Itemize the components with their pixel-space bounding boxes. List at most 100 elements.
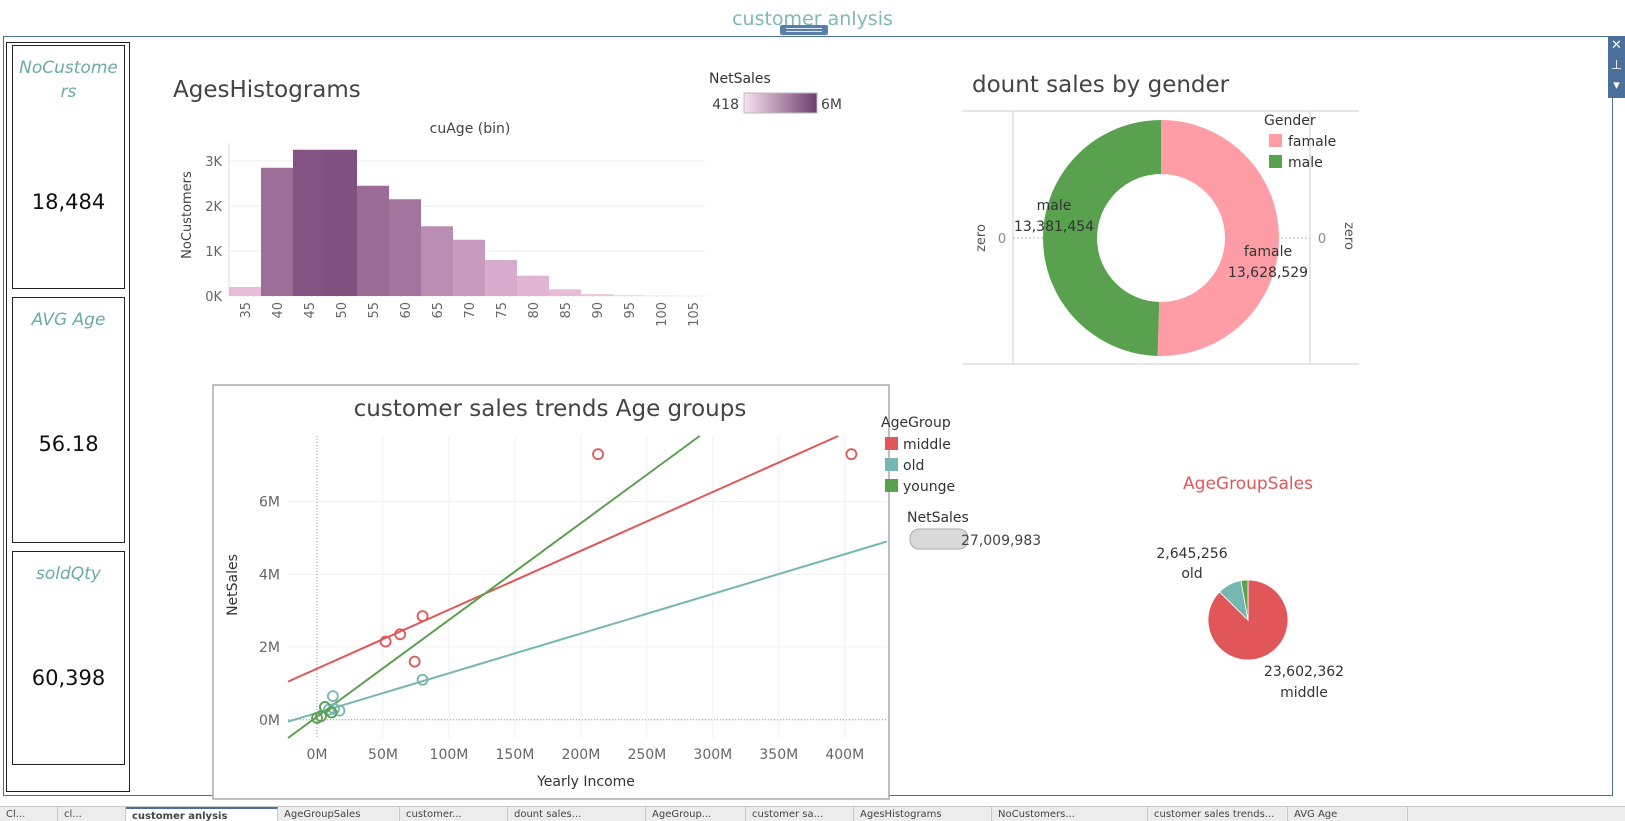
kpi-card-sold-qty[interactable]: soldQty 60,398 (12, 551, 125, 765)
size-legend-bar (909, 528, 969, 550)
scatter-x-tick: 300M (693, 747, 732, 763)
scatter-point-old[interactable] (326, 690, 339, 703)
netsales-color-ramp (743, 92, 818, 114)
donut-axis-right-zero: 0 (1318, 232, 1326, 247)
legend-label-male[interactable]: male (1288, 155, 1323, 171)
kpi-value: 18,484 (31, 190, 106, 214)
histogram-x-tick: 105 (687, 302, 702, 327)
histogram-bar[interactable] (261, 167, 293, 296)
histogram-bar[interactable] (357, 185, 389, 296)
scatter-point-middle[interactable] (379, 635, 392, 648)
histogram-bar[interactable] (613, 295, 645, 296)
scatter-y-tick: 0M (259, 713, 280, 729)
donut-label-male-value: 13,381,454 (1014, 219, 1094, 235)
scatter-point-younge[interactable] (315, 710, 327, 723)
donut-sales-by-gender[interactable]: dount sales by gender zero 0 0 zero fama… (963, 72, 1359, 365)
donut-title: dount sales by gender (972, 72, 1230, 98)
scatter-point-middle[interactable] (845, 448, 858, 461)
sheet-tab[interactable]: customer... (400, 807, 508, 821)
histogram-bar[interactable] (389, 199, 421, 296)
kpi-card-avg-age[interactable]: AVG Age 56.18 (12, 297, 125, 543)
sheet-tab[interactable]: cl... (58, 807, 126, 821)
histogram-bar[interactable] (421, 226, 453, 296)
scatter-point-middle[interactable] (408, 655, 421, 668)
sheet-tab[interactable]: AgeGroupSales (278, 807, 400, 821)
scatter-point-younge[interactable] (325, 706, 338, 719)
pie-slice-younge[interactable] (1240, 579, 1249, 621)
pie-label-old-value: 2,645,256 (1156, 546, 1227, 562)
histogram-bar[interactable] (293, 149, 325, 296)
agegroup-legend-title: AgeGroup (881, 415, 951, 431)
trend-line-younge[interactable] (287, 435, 701, 739)
legend-swatch-younge[interactable] (885, 479, 898, 492)
histogram-bar[interactable] (229, 287, 261, 296)
ages-histogram[interactable]: AgesHistograms cuAge (bin) NoCustomers 0… (173, 71, 842, 327)
histogram-bar[interactable] (581, 294, 613, 296)
kpi-value: 60,398 (31, 666, 106, 690)
legend-swatch-middle[interactable] (885, 437, 898, 450)
scatter-y-tick: 4M (259, 567, 280, 583)
histogram-x-tick: 65 (431, 302, 446, 319)
scatter-point-old[interactable] (416, 673, 429, 686)
sheet-tab[interactable]: AgeGroup... (646, 807, 746, 821)
legend-label-old[interactable]: old (903, 458, 924, 474)
kpi-value: 56.18 (38, 432, 99, 456)
histogram-axis-title: cuAge (bin) (430, 121, 511, 137)
legend-label-famale[interactable]: famale (1288, 134, 1336, 150)
sheet-tab[interactable]: Cl... (0, 807, 58, 821)
scatter-x-tick: 200M (561, 747, 600, 763)
legend-swatch-male[interactable] (1269, 155, 1282, 168)
histogram-bar[interactable] (453, 239, 485, 296)
trend-line-middle[interactable] (287, 435, 839, 683)
legend-label-middle[interactable]: middle (903, 437, 951, 453)
title-drag-handle[interactable] (780, 25, 828, 35)
histogram-x-tick: 55 (367, 302, 382, 319)
agegroup-pie-title: AgeGroupSales (1183, 474, 1313, 494)
legend-label-younge[interactable]: younge (903, 479, 955, 495)
scatter-x-tick: 50M (368, 747, 398, 763)
chevron-down-icon[interactable]: ▾ (1613, 78, 1620, 93)
agegroup-sales-pie[interactable]: AgeGroupSales 2,645,256 old 23,602,362 m… (1156, 474, 1344, 701)
scatter-point-old[interactable] (333, 704, 346, 717)
size-legend-title: NetSales (907, 510, 969, 526)
legend-swatch-famale[interactable] (1269, 134, 1282, 147)
sheet-tab[interactable]: customer sa... (746, 807, 854, 821)
sheet-tab[interactable]: AgesHistograms (854, 807, 992, 821)
donut-axis-left: zero (974, 224, 989, 252)
histogram-bar[interactable] (325, 149, 357, 296)
netsales-legend-title: NetSales (709, 71, 771, 87)
histogram-x-tick: 50 (335, 302, 350, 319)
pie-label-middle-name: middle (1280, 685, 1328, 701)
histogram-x-tick: 85 (559, 302, 574, 319)
trend-line-old[interactable] (287, 540, 888, 723)
close-icon[interactable]: ✕ (1611, 38, 1622, 53)
customer-sales-trends[interactable]: customer sales trends Age groups 0M 50M 10… (212, 384, 1041, 800)
sheet-tab-bar: Cl... cl... customer anlysis AgeGroupSales c… (0, 806, 1625, 821)
sheet-tab[interactable]: NoCustomers... (992, 807, 1148, 821)
scatter-y-label: NetSales (225, 554, 241, 616)
histogram-bar[interactable] (517, 275, 549, 296)
scatter-x-tick: 250M (627, 747, 666, 763)
netsales-legend-max: 6M (821, 97, 842, 113)
histogram-x-tick: 45 (303, 302, 318, 319)
sheet-tab[interactable]: dount sales... (508, 807, 646, 821)
sheet-tab[interactable]: AVG Age (1288, 807, 1408, 821)
scatter-title: customer sales trends Age groups (354, 396, 747, 422)
histogram-x-tick: 100 (655, 302, 670, 327)
scatter-x-tick: 400M (825, 747, 864, 763)
histogram-bar[interactable] (485, 260, 517, 296)
sheet-tab[interactable]: customer anlysis (126, 807, 278, 821)
donut-label-famale-name: famale (1244, 244, 1292, 260)
histogram-bar[interactable] (549, 289, 581, 296)
kpi-card-customers[interactable]: NoCustomers 18,484 (12, 45, 125, 289)
donut-label-male-name: male (1037, 198, 1072, 214)
sheet-tab[interactable]: customer sales trends... (1148, 807, 1288, 821)
container-tools[interactable]: ✕ ⊥ ▾ (1608, 36, 1625, 98)
legend-swatch-old[interactable] (885, 458, 898, 471)
scatter-point-middle[interactable] (416, 610, 429, 623)
scatter-point-middle[interactable] (592, 448, 604, 461)
pin-icon[interactable]: ⊥ (1610, 58, 1623, 73)
scatter-point-middle[interactable] (394, 628, 407, 641)
dashboard-title: customer anlysis (732, 8, 893, 30)
